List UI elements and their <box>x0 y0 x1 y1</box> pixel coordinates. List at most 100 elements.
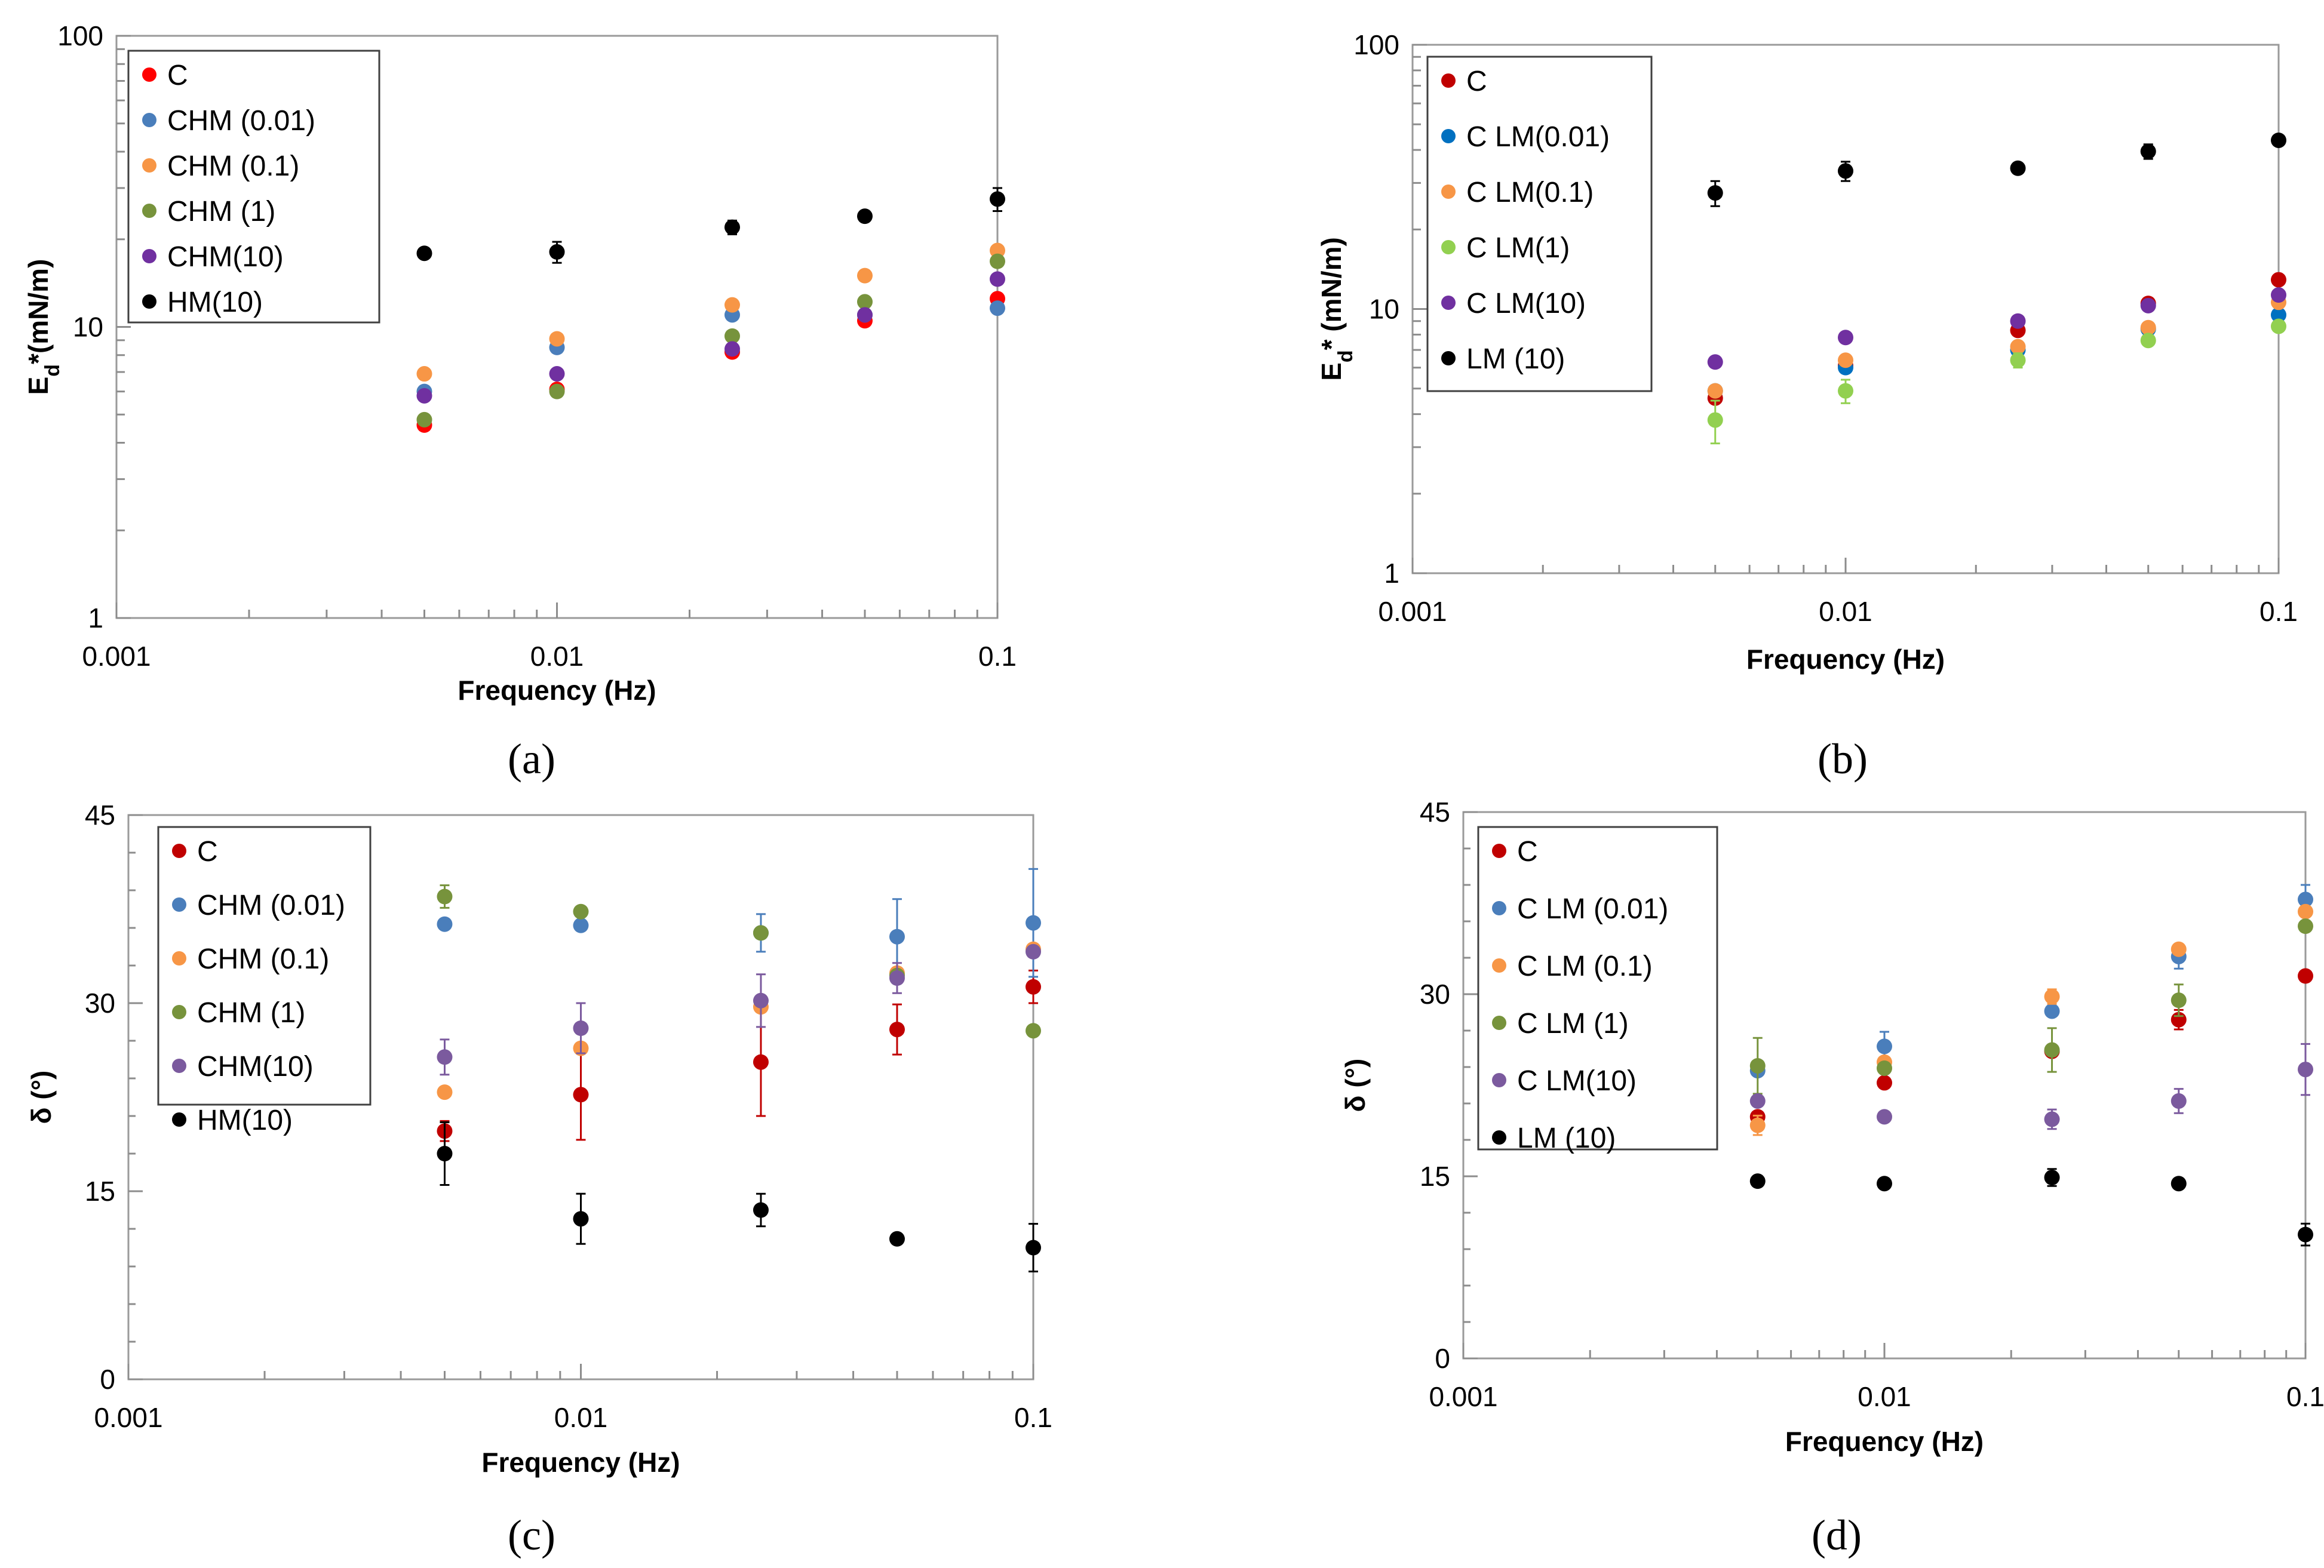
data-point <box>990 253 1005 269</box>
x-tick-label: 0.1 <box>1014 1402 1052 1433</box>
series-chm-0-1- <box>416 242 1005 382</box>
series-c-lm-10- <box>1749 1043 2313 1130</box>
data-point <box>2010 313 2026 329</box>
data-point <box>753 1202 769 1218</box>
series-chm-10- <box>416 271 1005 404</box>
data-point <box>2171 1093 2187 1109</box>
legend-entry: C LM (0.1) <box>1517 951 1653 982</box>
data-point <box>2298 918 2313 934</box>
y-axis-label-subscript: d <box>41 364 64 377</box>
legend-entry: C LM (0.01) <box>1517 893 1668 925</box>
data-point <box>1877 1109 1892 1125</box>
data-point <box>2298 903 2313 920</box>
legend-marker <box>1441 129 1456 143</box>
data-point <box>1026 915 1041 931</box>
legend-marker <box>172 1059 186 1073</box>
data-point <box>416 366 432 382</box>
legend-marker <box>172 897 186 912</box>
x-tick-label: 0.001 <box>82 641 151 672</box>
legend-entry: C LM(10) <box>1517 1065 1637 1097</box>
series-lm-10- <box>1749 1168 2313 1247</box>
data-point <box>2140 297 2156 313</box>
data-point <box>437 1049 453 1065</box>
legend-marker <box>1492 958 1506 973</box>
y-axis-label-subscript: d <box>1334 350 1357 362</box>
data-point <box>990 191 1005 207</box>
legend: C CHM (0.01) CHM (0.1) CHM (1) CHM(10) HM(10) <box>127 50 380 324</box>
y-axis-label-rest: *(mN/m) <box>23 259 54 364</box>
legend-entry: CHM(10) <box>167 241 284 273</box>
data-point <box>2171 992 2187 1009</box>
x-tick-label: 0.1 <box>978 641 1017 672</box>
data-point <box>2010 339 2026 355</box>
legend-entry: CHM (1) <box>197 997 305 1029</box>
legend: C C LM (0.01) C LM (0.1) C LM (1) C LM(10) LM… <box>1477 826 1718 1154</box>
data-point <box>1877 1075 1892 1091</box>
legend-marker <box>1441 73 1456 88</box>
legend-marker <box>142 294 156 309</box>
legend-marker <box>142 249 156 263</box>
legend-marker <box>172 1005 186 1019</box>
y-tick-label: 1 <box>1384 558 1399 589</box>
data-point <box>1749 1117 1766 1133</box>
legend-entry: C LM(0.01) <box>1466 121 1610 153</box>
data-point <box>889 1231 905 1247</box>
legend-entry: CHM (0.01) <box>197 890 345 921</box>
data-point <box>1838 330 1853 346</box>
x-tick-label: 0.001 <box>1429 1381 1497 1412</box>
legend-entry: LM (10) <box>1466 343 1565 375</box>
series-c <box>437 969 1041 1142</box>
y-tick-label: 45 <box>1420 797 1450 828</box>
y-tick-label: 10 <box>1369 294 1399 325</box>
legend: C CHM (0.01) CHM (0.1) CHM (1) CHM(10) HM(10) <box>157 826 372 1136</box>
y-axis-label-main: E <box>1316 362 1347 381</box>
data-point <box>549 383 565 399</box>
data-point <box>573 903 589 920</box>
x-tick-label: 0.01 <box>1819 596 1872 627</box>
data-point <box>724 341 740 357</box>
y-tick-label: 15 <box>85 1176 115 1207</box>
panel-caption: (a) <box>508 735 555 783</box>
panel-caption: (b) <box>1818 735 1868 783</box>
data-point <box>2271 307 2286 323</box>
data-point <box>2044 1111 2060 1127</box>
legend-box <box>157 826 372 1106</box>
series-chm-1- <box>416 253 1005 428</box>
data-point <box>2140 319 2156 336</box>
legend-marker <box>172 951 186 966</box>
legend-entry: HM(10) <box>167 287 263 318</box>
legend-box <box>1426 56 1653 392</box>
data-point <box>990 271 1005 287</box>
legend-entry: C LM (1) <box>1517 1008 1629 1040</box>
legend-entry: C <box>167 60 188 91</box>
legend-marker <box>142 113 156 127</box>
data-point <box>1707 412 1723 428</box>
data-point <box>724 219 740 235</box>
y-axis-label: δ (°) <box>1340 1059 1371 1112</box>
legend-entry: C LM(0.1) <box>1466 177 1594 208</box>
series-c-lm-10- <box>1707 287 2286 370</box>
x-axis-label: Frequency (Hz) <box>1785 1426 1984 1457</box>
legend-marker <box>1441 185 1456 199</box>
data-point <box>2044 1170 2060 1186</box>
data-point <box>990 242 1005 259</box>
data-point <box>2271 132 2286 148</box>
data-point <box>1026 1240 1041 1256</box>
legend-marker <box>1441 296 1456 310</box>
data-point <box>2171 941 2187 957</box>
data-point <box>2044 1003 2060 1019</box>
data-point <box>1749 1057 1766 1074</box>
legend-entry: C <box>1466 66 1487 97</box>
data-point <box>549 331 565 347</box>
data-point <box>1707 383 1723 399</box>
data-point <box>573 1211 589 1227</box>
data-point <box>2298 968 2313 984</box>
series-chm-10- <box>437 943 1041 1076</box>
data-point <box>990 300 1005 316</box>
panel-caption: (c) <box>508 1511 555 1559</box>
data-point <box>573 917 589 933</box>
data-point <box>1026 1023 1041 1039</box>
y-axis-label-main: E <box>23 377 54 395</box>
